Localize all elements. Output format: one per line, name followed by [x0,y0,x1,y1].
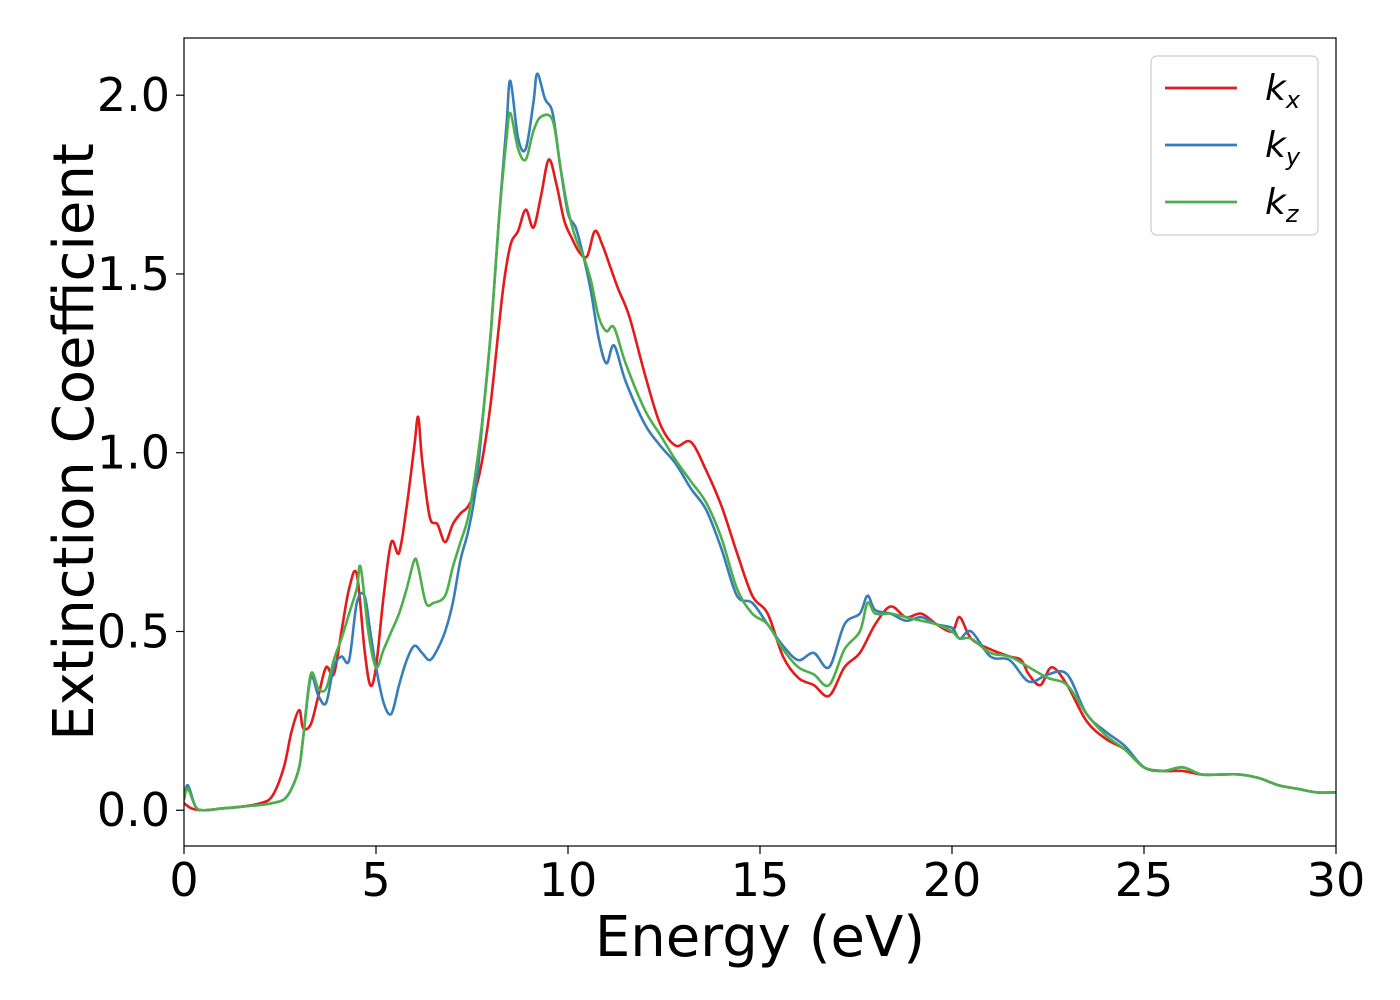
x-tick-label: 0 [169,853,198,907]
y-tick-label: 0.5 [97,604,170,658]
x-tick-label: 5 [361,853,390,907]
x-tick-label: 10 [539,853,598,907]
y-axis-title: Extinction Coefficient [42,143,107,741]
legend: kx ky kz [1150,55,1319,236]
x-tick-label: 30 [1307,853,1366,907]
series-layer [184,72,1336,812]
y-tick-label: 0.0 [97,783,170,837]
y-tick-label: 1.0 [97,426,170,480]
y-tick-label: 2.0 [97,68,170,122]
x-axis-ticks: 0 5 10 15 20 25 30 [169,846,1365,907]
legend-label-k-y: ky [1265,125,1301,171]
x-tick-label: 15 [731,853,790,907]
legend-label-k-z: kz [1265,182,1300,228]
series-line-k-y [184,72,1336,812]
y-axis-ticks: 0.0 0.5 1.0 1.5 2.0 [97,68,184,837]
x-axis-title: Energy (eV) [595,905,925,970]
series-line-k-z [184,111,1336,812]
x-tick-label: 20 [923,853,982,907]
series-line-k-x [184,158,1336,812]
x-tick-label: 25 [1115,853,1174,907]
y-tick-label: 1.5 [97,247,170,301]
legend-label-k-x: kx [1265,68,1301,114]
